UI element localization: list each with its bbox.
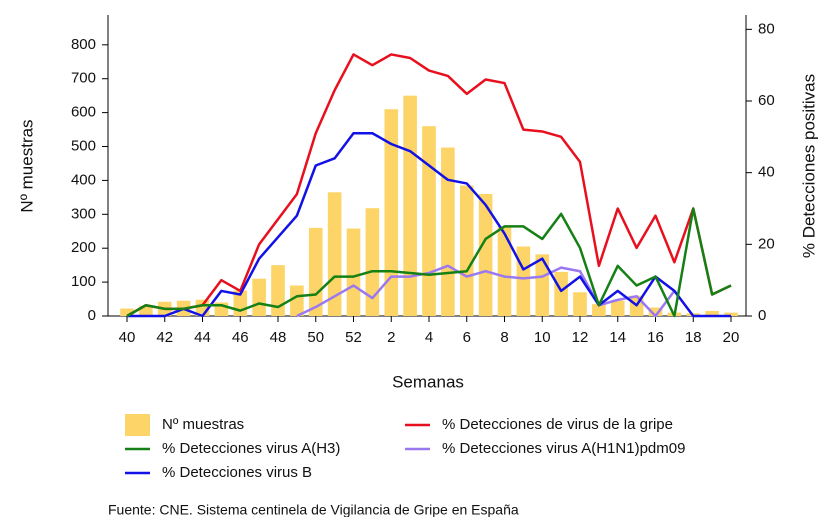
x-tick-label: 40 <box>119 329 136 346</box>
bar <box>384 109 399 316</box>
bar <box>705 310 719 316</box>
x-tick-label: 8 <box>500 329 508 346</box>
x-tick-label: 12 <box>572 329 589 346</box>
x-axis-label: Semanas <box>392 372 464 391</box>
y-tick-label: 0 <box>88 307 96 324</box>
source-note: Fuente: CNE. Sistema centinela de Vigila… <box>108 502 519 517</box>
bar <box>554 271 568 316</box>
bar <box>290 285 304 316</box>
bar <box>592 304 606 316</box>
y2-tick-label: 0 <box>758 307 766 324</box>
y-tick-label: 400 <box>71 171 96 188</box>
line-series <box>127 132 731 318</box>
y-tick-label: 300 <box>71 205 96 222</box>
bar <box>497 226 512 316</box>
bar <box>459 185 474 316</box>
x-tick-label: 48 <box>270 329 287 346</box>
x-tick-label: 2 <box>387 329 395 346</box>
bar <box>610 300 625 316</box>
y-tick-label: 200 <box>71 239 96 256</box>
x-tick-label: 14 <box>609 329 626 346</box>
legend-swatch <box>125 414 150 436</box>
bar <box>724 312 738 316</box>
x-tick-label: 10 <box>534 329 551 346</box>
x-tick-label: 46 <box>232 329 249 346</box>
legend-label: % Detecciones virus A(H1N1)pdm09 <box>442 440 685 457</box>
y2-tick-label: 20 <box>758 235 775 252</box>
y2-tick-label: 80 <box>758 20 775 37</box>
legend-label: Nº muestras <box>162 416 244 433</box>
x-tick-label: 20 <box>723 329 740 346</box>
bar <box>120 308 134 316</box>
bar <box>346 228 361 316</box>
y-tick-label: 600 <box>71 104 96 121</box>
bar <box>403 95 417 316</box>
bar <box>516 246 531 316</box>
y-tick-label: 100 <box>71 273 96 290</box>
bar <box>139 305 153 316</box>
y-tick-label: 700 <box>71 70 96 87</box>
bar <box>648 307 663 316</box>
line-series <box>126 53 732 318</box>
legend-label: % Detecciones virus B <box>162 464 312 481</box>
bar <box>365 208 380 316</box>
line-series <box>296 264 676 318</box>
bar <box>478 193 493 316</box>
bar <box>327 192 342 316</box>
y2-tick-label: 60 <box>758 92 775 109</box>
x-tick-label: 42 <box>156 329 173 346</box>
y-tick-label: 500 <box>71 137 96 154</box>
bar <box>252 278 266 316</box>
bar <box>441 147 455 316</box>
y2-tick-label: 40 <box>758 164 775 181</box>
bar <box>422 126 436 317</box>
y-axis-label: Nº muestras <box>17 119 36 212</box>
x-tick-label: 16 <box>647 329 664 346</box>
x-tick-label: 6 <box>463 329 471 346</box>
bar <box>271 265 285 316</box>
legend-label: % Detecciones virus A(H3) <box>162 440 340 457</box>
line-series <box>126 207 732 318</box>
x-tick-label: 52 <box>345 329 362 346</box>
bar <box>573 292 587 316</box>
y2-axis-label: % Detecciones positivas <box>799 74 818 258</box>
bar <box>308 227 323 316</box>
x-tick-label: 4 <box>425 329 433 346</box>
x-tick-label: 50 <box>307 329 324 346</box>
legend-label: % Detecciones de virus de la gripe <box>442 416 673 433</box>
x-tick-label: 18 <box>685 329 702 346</box>
x-tick-label: 44 <box>194 329 211 346</box>
y-tick-label: 800 <box>71 36 96 53</box>
bar <box>535 254 550 316</box>
